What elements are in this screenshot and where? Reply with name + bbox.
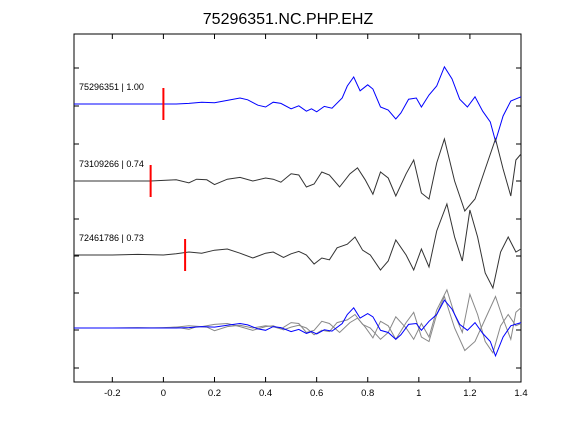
x-tick-label: 1	[416, 388, 421, 399]
trace-line	[74, 202, 522, 290]
trace-label: 72461786 | 0.73	[79, 233, 144, 243]
x-tick-label: -0.2	[104, 388, 120, 399]
chart-title: 75296351.NC.PHP.EHZ	[203, 11, 374, 28]
x-tick-labels: -0.2 0 0.2 0.4 0.6 0.8 1 1.2 1.4	[104, 388, 527, 399]
overlay-reference-line	[74, 299, 522, 358]
x-tick-label: 0.8	[361, 388, 374, 399]
x-tick-label: 0	[161, 388, 166, 399]
x-tick-label: 0.4	[259, 388, 272, 399]
axis-ticks	[74, 34, 522, 382]
x-tick-label: 1.2	[463, 388, 476, 399]
overlay-panel	[74, 288, 522, 358]
x-tick-label: 1.4	[514, 388, 527, 399]
trace-line	[74, 65, 522, 144]
trace-line	[74, 137, 522, 212]
overlay-trace-line	[74, 288, 522, 354]
overlay-trace-line	[74, 295, 522, 352]
trace-panels: 75296351 | 1.00 73109266 | 0.74 72461786 |…	[74, 65, 522, 290]
x-tick-label: 0.6	[310, 388, 323, 399]
plot-frame	[73, 33, 522, 383]
trace-label: 75296351 | 1.00	[79, 82, 144, 92]
trace-label: 73109266 | 0.74	[79, 159, 144, 169]
x-tick-label: 0.2	[208, 388, 221, 399]
